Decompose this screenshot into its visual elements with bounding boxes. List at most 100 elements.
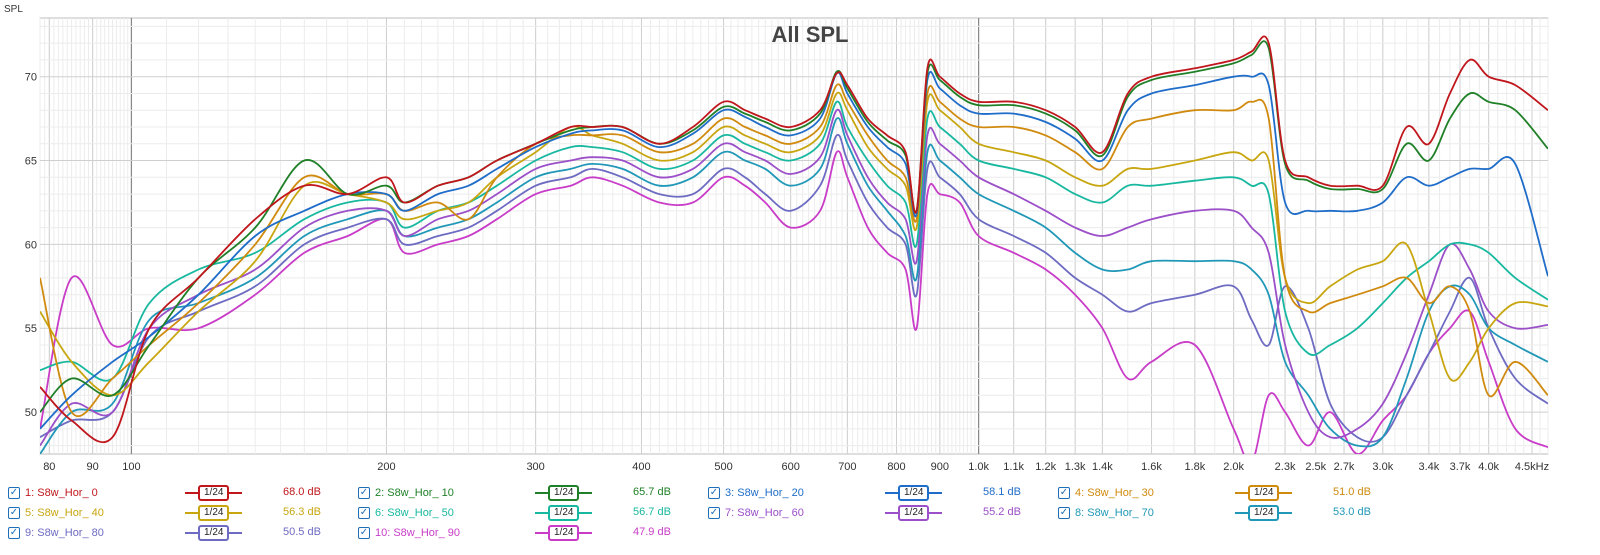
smoothing-button[interactable]: 1/24 [535,485,593,501]
smoothing-button[interactable]: 1/24 [185,525,243,541]
smoothing-button[interactable]: 1/24 [535,525,593,541]
legend-item[interactable]: ✓ 8: S8w_Hor_ 70 [1058,504,1154,522]
y-tick-label: 65 [25,156,37,168]
smoothing-label: 1/24 [898,485,930,501]
x-tick-label: 2.5k [1305,461,1326,473]
legend-item[interactable]: ✓ 6: S8w_Hor_ 50 [358,504,454,522]
legend-line-swatch [1235,512,1248,514]
legend-line-swatch [185,492,198,494]
x-tick-label: 1.3k [1065,461,1086,473]
legend-line-swatch [579,492,593,494]
x-tick-label: 1.0k [968,461,989,473]
series-line [40,35,1548,444]
x-tick-label: 300 [526,461,544,473]
smoothing-button[interactable]: 1/24 [885,485,943,501]
series-line [40,71,1548,430]
legend-series-label: 7: S8w_Hor_ 60 [725,507,804,519]
legend-series-label: 10: S8w_Hor_ 90 [375,527,460,539]
chart-axes: 50 55 60 65 70 80 90 100 200 300 400 500 600 700 800 90… [25,72,1549,473]
smoothing-label: 1/24 [548,525,580,541]
checkbox-checked-icon[interactable]: ✓ [1058,507,1070,519]
checkbox-checked-icon[interactable]: ✓ [358,527,370,539]
legend-item[interactable]: ✓ 4: S8w_Hor_ 30 [1058,484,1154,502]
smoothing-button[interactable]: 1/24 [185,505,243,521]
checkbox-checked-icon[interactable]: ✓ [8,527,20,539]
smoothing-label: 1/24 [898,505,930,521]
checkbox-checked-icon[interactable]: ✓ [708,487,720,499]
x-tick-label: 3.0k [1372,461,1393,473]
series-line [40,133,1548,443]
checkbox-checked-icon[interactable]: ✓ [8,507,20,519]
legend-line-swatch [535,532,548,534]
series-line [40,150,1548,454]
x-tick-label: 4.5kHz [1515,461,1549,473]
smoothing-label: 1/24 [198,525,230,541]
legend-line-swatch [885,512,898,514]
legend-line-swatch [579,512,593,514]
legend-level-value: 58.1 dB [983,486,1021,498]
x-tick-label: 3.4k [1418,461,1439,473]
legend-series-label: 2: S8w_Hor_ 10 [375,487,454,499]
legend-item[interactable]: ✓ 5: S8w_Hor_ 40 [8,504,104,522]
checkbox-checked-icon[interactable]: ✓ [358,487,370,499]
x-tick-label: 200 [377,461,395,473]
legend-level-value: 47.9 dB [633,526,671,538]
legend-item[interactable]: ✓ 1: S8w_Hor_ 0 [8,484,98,502]
y-tick-label: 70 [25,72,37,84]
x-tick-label: 800 [887,461,905,473]
legend-series-label: 4: S8w_Hor_ 30 [1075,487,1154,499]
legend-line-swatch [1279,512,1293,514]
legend-level-value: 56.3 dB [283,506,321,518]
smoothing-button[interactable]: 1/24 [185,485,243,501]
legend-item[interactable]: ✓ 7: S8w_Hor_ 60 [708,504,804,522]
legend-line-swatch [929,512,943,514]
smoothing-label: 1/24 [198,485,230,501]
checkbox-checked-icon[interactable]: ✓ [358,507,370,519]
x-tick-label: 80 [43,461,55,473]
legend-level-value: 68.0 dB [283,486,321,498]
legend-item[interactable]: ✓ 9: S8w_Hor_ 80 [8,524,104,542]
series-line [40,100,1548,382]
smoothing-button[interactable]: 1/24 [1235,485,1293,501]
legend-series-label: 3: S8w_Hor_ 20 [725,487,804,499]
smoothing-button[interactable]: 1/24 [1235,505,1293,521]
checkbox-checked-icon[interactable]: ✓ [8,487,20,499]
legend-level-value: 51.0 dB [1333,486,1371,498]
y-tick-label: 50 [25,407,37,419]
x-tick-label: 1.2k [1035,461,1056,473]
x-tick-label: 90 [87,461,99,473]
legend-line-swatch [885,492,898,494]
x-tick-label: 600 [781,461,799,473]
x-tick-label: 100 [122,461,140,473]
legend-line-swatch [535,492,548,494]
spl-chart: 50 55 60 65 70 80 90 100 200 300 400 500 600 700 800 90… [4,4,1549,473]
legend-level-value: 50.5 dB [283,526,321,538]
x-tick-label: 2.3k [1275,461,1296,473]
legend-line-swatch [579,532,593,534]
smoothing-label: 1/24 [1248,505,1280,521]
y-axis-label: SPL [4,4,23,15]
x-tick-label: 500 [714,461,732,473]
legend-level-value: 53.0 dB [1333,506,1371,518]
legend-line-swatch [229,532,243,534]
smoothing-button[interactable]: 1/24 [885,505,943,521]
chart-series [40,35,1548,454]
smoothing-button[interactable]: 1/24 [535,505,593,521]
legend-item[interactable]: ✓ 10: S8w_Hor_ 90 [358,524,460,542]
x-tick-label: 1.4k [1092,461,1113,473]
legend-line-swatch [1235,492,1248,494]
checkbox-checked-icon[interactable]: ✓ [708,507,720,519]
legend-series-label: 8: S8w_Hor_ 70 [1075,507,1154,519]
legend-level-value: 56.7 dB [633,506,671,518]
legend-level-value: 65.7 dB [633,486,671,498]
checkbox-checked-icon[interactable]: ✓ [1058,487,1070,499]
legend-item[interactable]: ✓ 3: S8w_Hor_ 20 [708,484,804,502]
legend-line-swatch [929,492,943,494]
legend: ✓ 1: S8w_Hor_ 0 1/24 68.0 dB ✓ 2: S8w_Hor_ 10… [0,484,1600,555]
smoothing-label: 1/24 [548,505,580,521]
legend-line-swatch [535,512,548,514]
x-tick-label: 900 [931,461,949,473]
series-line [40,108,1548,447]
series-line [40,91,1548,397]
legend-item[interactable]: ✓ 2: S8w_Hor_ 10 [358,484,454,502]
